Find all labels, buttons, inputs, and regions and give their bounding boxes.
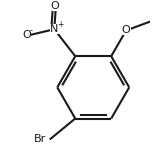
- Text: +: +: [57, 20, 63, 29]
- Text: O: O: [22, 30, 31, 40]
- Text: N: N: [50, 24, 58, 34]
- Text: O: O: [51, 1, 59, 11]
- Text: O: O: [122, 25, 131, 35]
- Text: Br: Br: [34, 135, 46, 144]
- Text: -: -: [29, 26, 32, 36]
